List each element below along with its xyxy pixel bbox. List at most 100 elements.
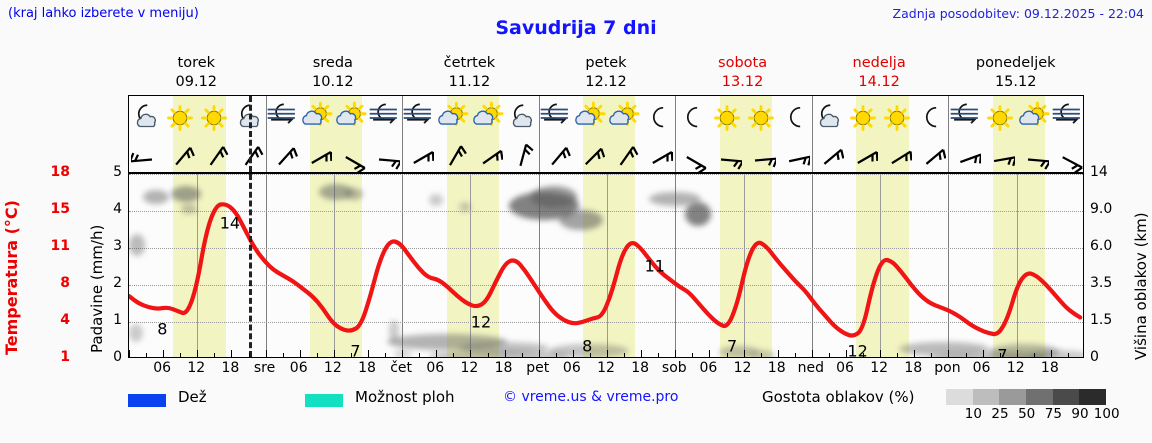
temperature-min-label: 7 — [726, 336, 738, 356]
axis-tick — [572, 350, 574, 357]
weather-icon-row — [129, 96, 1083, 140]
temperature-max-label: 12 — [847, 341, 868, 358]
wind-barb — [848, 140, 879, 172]
temperature-max-label: 11 — [644, 256, 665, 276]
axis-tick — [624, 353, 626, 357]
axis-tick — [368, 350, 369, 357]
weather-icon-moon-wind — [266, 100, 300, 136]
time-tick-label: 06 — [426, 360, 445, 376]
horizontal-gridline — [129, 174, 1083, 175]
wind-barb — [609, 140, 639, 172]
cloud-density-blob — [459, 342, 549, 354]
copyright-link[interactable]: © vreme.us & vreme.pro — [503, 389, 679, 405]
axis-tick — [521, 353, 523, 357]
axis-tick — [197, 350, 199, 357]
axis-tick — [726, 353, 728, 357]
axis-tick — [931, 353, 933, 357]
day-name: ponedeljek — [975, 55, 1056, 71]
day-header-ned: nedelja 14.12 — [811, 52, 948, 95]
day-date: 15.12 — [994, 74, 1037, 90]
axis-tick — [333, 350, 335, 357]
axis-tick — [504, 350, 506, 357]
axis-tick — [487, 353, 489, 357]
weather-icon-moon-cloud — [505, 100, 539, 136]
day-separator — [811, 174, 813, 357]
cloud-density-blob — [649, 192, 701, 206]
wind-barb — [438, 140, 468, 172]
weather-icon-sun — [163, 100, 197, 136]
axis-tick — [709, 350, 711, 357]
weather-icon-sun — [846, 100, 880, 136]
cloud-height-tick: 6.0 — [1090, 238, 1113, 254]
day-date: 12.12 — [585, 74, 627, 90]
axis-tick — [1016, 350, 1018, 357]
weather-icon-sun-cloud — [1017, 100, 1051, 136]
axis-tick — [265, 350, 267, 357]
wind-barb — [916, 140, 947, 172]
day-header-pet: petek 12.12 — [538, 52, 675, 95]
temperature-max-label: 12 — [470, 312, 492, 331]
axis-tick — [607, 350, 608, 357]
temperature-min-label: 8 — [157, 319, 168, 339]
temperature-min-label: 8 — [582, 336, 593, 356]
ramp-tick-label: 10 — [964, 406, 982, 422]
day-name: nedelja — [852, 55, 906, 71]
cloud-density-blob — [531, 186, 577, 208]
wind-barb — [780, 140, 812, 172]
wind-barb — [677, 140, 707, 172]
ramp-tick-label: 75 — [1044, 406, 1062, 422]
weather-icon-sun-cloud — [300, 100, 334, 136]
day-separator — [675, 96, 677, 172]
precipitation-tick: 1 — [113, 312, 122, 328]
precipitation-tick: 2 — [113, 275, 122, 291]
weather-icon-moon-wind — [949, 100, 983, 136]
time-tick-label: 12 — [1006, 360, 1025, 376]
weather-icon-sun — [983, 100, 1017, 136]
time-tick-label: 18 — [904, 360, 923, 376]
time-tick-label: 18 — [221, 360, 240, 376]
cloud-density-blob — [171, 186, 201, 202]
cloud-height-tick: 3.5 — [1090, 275, 1113, 291]
cloud-density-blob — [559, 210, 603, 230]
axis-tick — [846, 350, 847, 357]
wind-barb — [882, 140, 913, 172]
day-date: 10.12 — [312, 74, 354, 90]
time-tick-label: 18 — [358, 360, 376, 376]
cloud-density-ramp-labels: 10 25 50 75 90 100 — [938, 406, 1123, 424]
horizontal-gridline — [129, 248, 1083, 249]
horizontal-gridline — [129, 211, 1083, 212]
temperature-tick: 11 — [50, 238, 70, 254]
temperature-tick: 15 — [50, 201, 70, 217]
location-menu-note: (kraj lahko izberete v meniju) — [8, 6, 199, 21]
temperature-max-label: 14 — [219, 213, 241, 233]
day-separator — [538, 96, 540, 172]
axis-tick — [675, 350, 677, 357]
weather-icon-moon — [675, 100, 709, 136]
weather-icon-sun — [880, 100, 914, 136]
ramp-step — [999, 389, 1027, 405]
current-time-marker — [248, 174, 252, 357]
cloud-density-color-ramp — [946, 389, 1107, 405]
axis-tick — [555, 353, 557, 357]
wind-barb — [951, 140, 982, 172]
chart-legend: Dež Možnost ploh © vreme.us & vreme.pro … — [128, 388, 1144, 436]
noon-gridline — [1016, 174, 1018, 357]
cloud-density-blob — [129, 324, 143, 342]
temperature-tick: 18 — [50, 164, 70, 180]
time-tick-label: sre — [253, 360, 276, 376]
day-header-strip: torek 09.12 sreda 10.12 četrtek 11.12 petek 12.… — [128, 52, 1084, 95]
axis-tick — [863, 353, 865, 357]
time-tick-label: 18 — [767, 360, 786, 376]
day-header-sre: sreda 10.12 — [265, 52, 402, 95]
axis-tick — [999, 353, 1001, 357]
ramp-tick-label: 90 — [1071, 406, 1089, 422]
time-tick-label: 12 — [870, 360, 889, 376]
temperature-tick: 8 — [60, 275, 70, 291]
showers-legend-label: Možnost ploh — [355, 388, 455, 406]
time-tick-label: čet — [390, 360, 413, 376]
horizontal-gridline — [129, 322, 1083, 323]
time-tick-label: 06 — [562, 360, 581, 376]
time-tick-label: 12 — [733, 360, 752, 376]
cloud-density-blob — [685, 202, 711, 226]
axis-tick — [180, 353, 182, 357]
